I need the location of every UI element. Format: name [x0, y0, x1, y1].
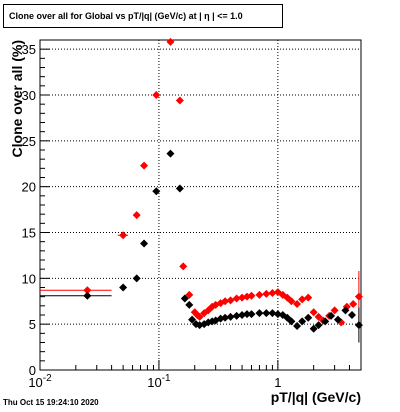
- red-data-point: [304, 293, 313, 302]
- black-data-point: [185, 300, 194, 309]
- x-axis-label: pT/|q| (GeV/c): [271, 389, 361, 405]
- red-data-point: [262, 289, 271, 298]
- red-data-point: [247, 291, 256, 300]
- y-tick-label: 25: [22, 134, 36, 149]
- black-data-point: [287, 317, 296, 326]
- red-data-point: [298, 295, 307, 304]
- red-data-point: [221, 297, 230, 306]
- black-data-point: [166, 149, 175, 158]
- x-tick-exponent: -1: [162, 373, 171, 384]
- red-data-point: [349, 300, 358, 308]
- x-tick-label: 1: [274, 375, 281, 390]
- red-data-point: [232, 294, 241, 303]
- red-data-point: [354, 292, 363, 301]
- black-data-point: [232, 311, 241, 320]
- red-data-point: [83, 286, 92, 295]
- red-data-point: [287, 297, 296, 306]
- footer-timestamp: Thu Oct 15 19:24:10 2020: [3, 398, 99, 407]
- y-tick-label: 10: [22, 271, 36, 286]
- black-data-point: [321, 317, 330, 326]
- y-tick-label: 5: [29, 317, 36, 332]
- red-data-point: [175, 96, 184, 105]
- y-tick-label: 0: [29, 363, 36, 378]
- x-tick-exponent: -2: [43, 373, 52, 384]
- black-data-point: [333, 315, 342, 324]
- y-axis-label: Clone over all (%): [9, 40, 25, 157]
- black-data-point: [327, 311, 336, 320]
- y-tick-label: 15: [22, 226, 36, 241]
- red-data-point: [152, 91, 161, 99]
- black-data-point: [83, 291, 92, 300]
- black-data-point: [132, 274, 141, 283]
- black-data-point: [341, 306, 350, 315]
- black-data-point: [238, 311, 247, 319]
- black-data-point: [309, 324, 318, 333]
- red-data-point: [179, 262, 188, 271]
- black-data-point: [119, 283, 128, 292]
- black-data-point: [255, 309, 264, 318]
- black-data-point: [175, 184, 184, 193]
- grid-lines: [40, 40, 361, 370]
- red-data-point: [238, 293, 247, 302]
- red-data-point: [330, 306, 339, 315]
- red-data-point: [309, 308, 318, 317]
- black-data-point: [180, 294, 189, 303]
- black-data-point: [273, 310, 282, 319]
- x-tick-label: 10-1: [147, 373, 171, 390]
- y-tick-label: 35: [22, 42, 36, 57]
- black-data-point: [152, 187, 161, 196]
- black-data-point: [347, 311, 356, 319]
- red-data-point: [268, 289, 277, 297]
- black-data-point: [354, 321, 363, 330]
- y-tick-label: 30: [22, 88, 36, 103]
- black-data-point: [293, 322, 302, 330]
- black-data-point: [140, 239, 149, 248]
- chart-title: Clone over all for Global vs pT/|q| (GeV…: [3, 4, 283, 28]
- black-data-point: [262, 309, 271, 318]
- red-data-point: [132, 211, 141, 220]
- red-data-point: [119, 231, 128, 240]
- black-data-point: [298, 317, 307, 326]
- black-data-point: [268, 309, 277, 318]
- black-data-point: [226, 312, 235, 321]
- black-data-point: [188, 315, 197, 324]
- red-data-point: [166, 37, 175, 46]
- y-tick-label: 20: [22, 180, 36, 195]
- red-data-point: [314, 312, 323, 321]
- black-data-point: [247, 310, 256, 319]
- red-data-point: [195, 312, 204, 321]
- black-data-point: [242, 310, 251, 319]
- red-data-point: [293, 300, 302, 308]
- plot-frame: [39, 39, 362, 371]
- red-data-point: [185, 290, 194, 299]
- red-data-point: [255, 290, 264, 299]
- red-data-point: [226, 296, 235, 305]
- data-marks: [40, 37, 363, 343]
- black-data-point: [314, 321, 323, 330]
- black-data-point: [304, 313, 313, 322]
- red-data-point: [140, 161, 149, 170]
- black-data-point: [221, 313, 230, 322]
